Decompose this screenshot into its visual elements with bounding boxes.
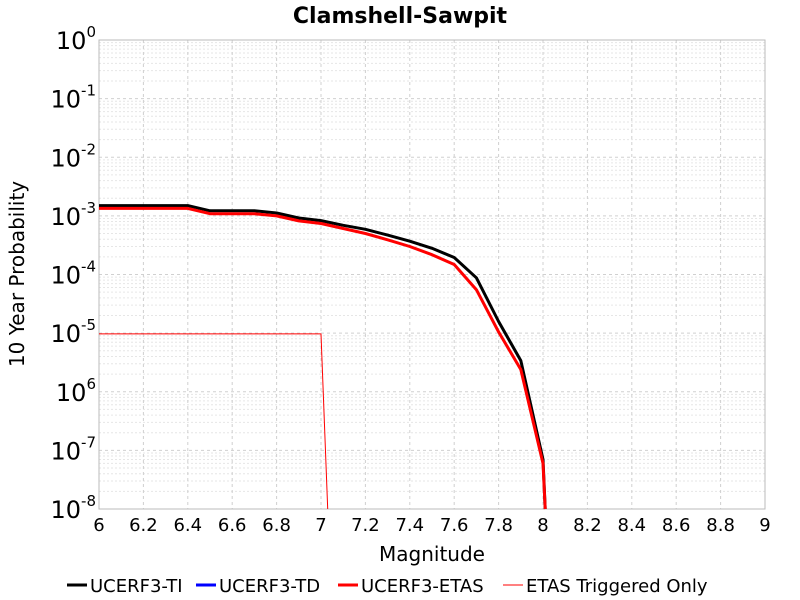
series-layer <box>99 204 547 510</box>
grid-minor <box>99 42 765 492</box>
x-tick-label: 7.2 <box>351 515 380 536</box>
legend-label: ETAS Triggered Only <box>526 576 708 597</box>
y-tick-label: 106 <box>56 375 96 407</box>
x-tick-label: 7 <box>315 515 326 536</box>
y-tick-label: 10-1 <box>50 82 96 114</box>
chart-title: Clamshell-Sawpit <box>293 4 508 29</box>
x-tick-label: 8 <box>537 515 548 536</box>
y-tick-label: 10-8 <box>50 492 96 524</box>
series-line-ucerf3-etas <box>99 206 547 510</box>
x-tick-label: 8.4 <box>617 515 646 536</box>
y-tick-label: 100 <box>56 23 96 55</box>
y-tick-label: 10-4 <box>50 258 96 290</box>
x-tick-label: 8.2 <box>573 515 602 536</box>
y-tick-label: 10-7 <box>50 433 96 465</box>
x-tick-label: 8.8 <box>706 515 735 536</box>
series-line-etas-triggered-only <box>99 333 329 510</box>
y-tick-label: 10-5 <box>50 316 96 348</box>
x-tick-label: 6 <box>93 515 104 536</box>
grid-major <box>98 39 766 510</box>
y-tick-label: 10-3 <box>50 199 96 231</box>
x-axis-ticks: 6 6.2 6.4 6.6 6.8 7 7.2 7.4 7.6 7.8 8 8.2 8.4 8.6 8.8 9 <box>93 515 770 536</box>
x-axis-label: Magnitude <box>379 542 485 566</box>
legend-label: UCERF3-TI <box>90 576 183 597</box>
x-tick-label: 7.4 <box>395 515 424 536</box>
x-tick-label: 9 <box>759 515 770 536</box>
x-tick-label: 7.8 <box>484 515 513 536</box>
x-tick-label: 8.6 <box>662 515 691 536</box>
y-tick-label: 10-2 <box>50 140 96 172</box>
plot-area <box>98 39 766 510</box>
x-tick-label: 6.6 <box>218 515 247 536</box>
x-tick-label: 6.2 <box>129 515 158 536</box>
series-line-ucerf3-ti <box>99 204 547 510</box>
legend-label: UCERF3-ETAS <box>361 576 484 597</box>
y-axis-ticks: 100 10-1 10-2 10-3 10-4 10-5 106 10-7 10-8 <box>50 23 96 524</box>
y-axis-label: 10 Year Probability <box>5 181 29 367</box>
x-tick-label: 6.8 <box>262 515 291 536</box>
legend: UCERF3-TI UCERF3-TD UCERF3-ETAS ETAS Trigge… <box>67 576 708 597</box>
x-tick-label: 7.6 <box>440 515 469 536</box>
legend-label: UCERF3-TD <box>219 576 320 597</box>
x-tick-label: 6.4 <box>173 515 202 536</box>
